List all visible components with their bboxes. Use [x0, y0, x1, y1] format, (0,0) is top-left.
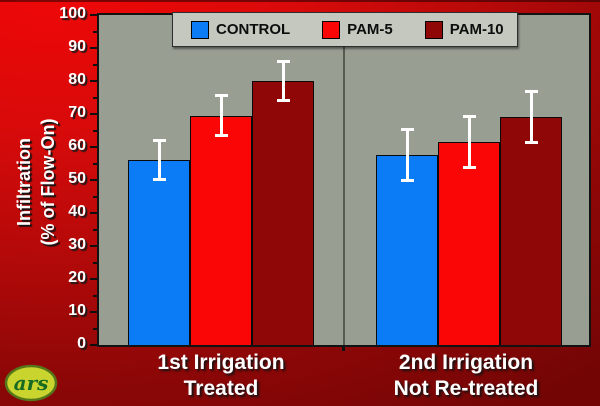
legend-label-control: CONTROL: [216, 21, 291, 38]
error-bar-cap: [153, 177, 166, 181]
y-tick-label: 40: [68, 203, 86, 220]
legend-label-pam10: PAM-10: [449, 21, 504, 38]
error-bar-pam-10-group1: [282, 59, 285, 103]
error-bar-cap: [463, 165, 476, 169]
y-major-tick: [90, 80, 97, 82]
y-minor-tick: [93, 195, 97, 198]
error-bar-cap: [277, 59, 290, 63]
ars-logo-text: ars: [14, 371, 49, 395]
x-category-label-group2: 2nd Irrigation Not Re-treated: [346, 350, 586, 402]
y-major-tick: [90, 344, 97, 346]
y-tick-label: 10: [68, 302, 86, 319]
legend-item-pam5: PAM-5: [322, 20, 393, 39]
y-minor-tick: [93, 63, 97, 66]
legend-swatch-control: [191, 20, 209, 39]
ars-logo: ars: [4, 363, 58, 406]
x-category-label-group2-line1: 2nd Irrigation: [398, 351, 534, 374]
y-tick-label: 90: [68, 38, 86, 55]
legend-swatch-pam10: [424, 20, 443, 39]
error-bar-cap: [401, 179, 414, 183]
slide-top-edge: [0, 0, 600, 2]
y-major-tick: [90, 113, 97, 115]
legend-label-pam5: PAM-5: [347, 21, 393, 38]
y-tick-label: 20: [68, 269, 86, 286]
bar-pam-5-group2: [438, 142, 500, 345]
error-bar-pam-10-group2: [530, 90, 533, 145]
y-major-tick: [90, 278, 97, 280]
y-tick-label: 60: [68, 137, 86, 154]
y-minor-tick: [93, 294, 97, 297]
error-bar-control-group2: [406, 128, 409, 183]
y-major-tick: [90, 14, 97, 16]
x-axis-group-tick: [342, 345, 345, 351]
bar-pam-10-group2: [500, 117, 562, 345]
y-axis-title-line1: Infiltration: [14, 138, 34, 226]
y-major-tick: [90, 47, 97, 49]
plot-area: [97, 13, 591, 347]
error-bar-cap: [401, 128, 414, 132]
y-minor-tick: [93, 162, 97, 165]
y-major-tick: [90, 212, 97, 214]
bar-control-group2: [376, 155, 438, 345]
error-bar-cap: [215, 94, 228, 98]
legend-swatch-pam5: [322, 20, 341, 39]
error-bar-control-group1: [158, 139, 161, 181]
x-category-label-group1: 1st Irrigation Treated: [101, 350, 341, 402]
y-tick-label: 80: [68, 71, 86, 88]
y-major-tick: [90, 146, 97, 148]
legend-item-control: CONTROL: [191, 20, 291, 39]
y-minor-tick: [93, 96, 97, 99]
y-minor-tick: [93, 129, 97, 132]
ars-logo-graphic: ars: [4, 364, 58, 402]
y-minor-tick: [93, 228, 97, 231]
y-major-tick: [90, 311, 97, 313]
x-category-label-group1-line1: 1st Irrigation: [157, 351, 285, 374]
bar-pam-10-group1: [252, 81, 314, 345]
y-major-tick: [90, 179, 97, 181]
error-bar-cap: [525, 141, 538, 145]
y-minor-tick: [93, 261, 97, 264]
x-category-label-group2-line2: Not Re-treated: [393, 377, 539, 400]
error-bar-cap: [525, 90, 538, 94]
group-divider-line: [343, 15, 345, 345]
y-tick-label: 50: [68, 170, 86, 187]
error-bar-cap: [215, 134, 228, 138]
y-minor-tick: [93, 327, 97, 330]
legend: CONTROL PAM-5 PAM-10: [172, 12, 518, 47]
y-tick-label: 30: [68, 236, 86, 253]
y-major-tick: [90, 245, 97, 247]
y-tick-label: 100: [59, 5, 86, 22]
y-tick-label: 70: [68, 104, 86, 121]
error-bar-cap: [463, 115, 476, 119]
y-tick-label: 0: [77, 335, 86, 352]
error-bar-pam-5-group1: [220, 94, 223, 138]
bar-pam-5-group1: [190, 115, 252, 345]
error-bar-cap: [153, 139, 166, 143]
error-bar-pam-5-group2: [468, 115, 471, 169]
error-bar-cap: [277, 99, 290, 103]
y-minor-tick: [93, 30, 97, 33]
x-category-label-group1-line2: Treated: [183, 377, 259, 400]
bar-control-group1: [128, 160, 190, 345]
legend-item-pam10: PAM-10: [424, 20, 504, 39]
